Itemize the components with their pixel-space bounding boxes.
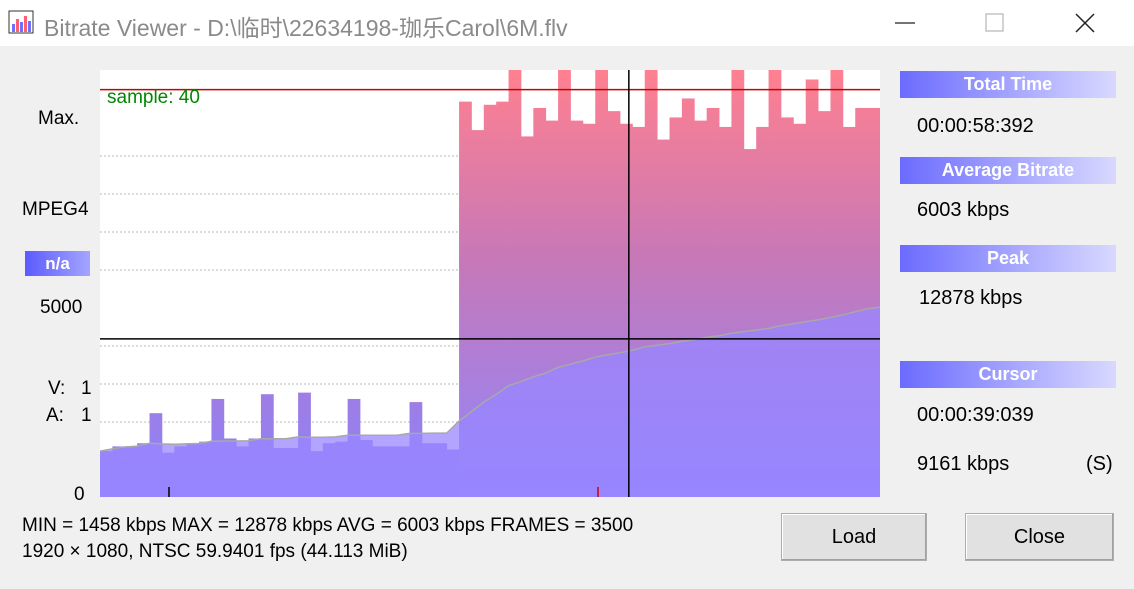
- stats-line-2: 1920 × 1080, NTSC 59.9401 fps (44.113 Mi…: [22, 541, 408, 562]
- a-label: A:: [46, 405, 64, 426]
- peak-value: 12878 kbps: [919, 287, 1023, 309]
- load-button[interactable]: Load: [781, 513, 927, 561]
- window-title: Bitrate Viewer - D:\临时\22634198-珈乐Carol\…: [44, 15, 568, 41]
- average-area: [100, 307, 880, 497]
- zero-label: 0: [74, 484, 85, 505]
- total-time-value: 00:00:58:392: [917, 115, 1034, 137]
- bitrate-chart-svg[interactable]: sample: 40: [99, 70, 881, 498]
- avg-bitrate-value: 6003 kbps: [917, 199, 1010, 221]
- minimize-button[interactable]: [860, 0, 950, 46]
- close-icon: [1075, 13, 1095, 33]
- v-label: V:: [48, 378, 66, 399]
- avg-bitrate-header: Average Bitrate: [900, 157, 1116, 184]
- total-time-header: Total Time: [900, 71, 1116, 98]
- cursor-header: Cursor: [900, 361, 1116, 388]
- stats-line-1: MIN = 1458 kbps MAX = 12878 kbps AVG = 6…: [22, 515, 634, 536]
- cursor-type-value: (S): [1086, 453, 1113, 475]
- cursor-time-value: 00:00:39:039: [917, 404, 1034, 426]
- codec-badge: n/a: [25, 251, 90, 276]
- bitrate-chart[interactable]: sample: 40: [99, 70, 881, 498]
- bitrate-bar: [459, 101, 472, 497]
- ref-value-label: 5000: [40, 297, 83, 318]
- minimize-icon: [895, 22, 915, 24]
- a-value: 1: [81, 405, 92, 426]
- max-label: Max.: [38, 108, 80, 129]
- v-value: 1: [81, 378, 92, 399]
- cursor-bitrate-value: 9161 kbps: [917, 453, 1010, 475]
- title-bar: Bitrate Viewer - D:\临时\22634198-珈乐Carol\…: [0, 0, 1134, 46]
- close-window-button[interactable]: [1040, 0, 1130, 46]
- app-icon: [8, 10, 34, 34]
- codec-label: MPEG4: [22, 199, 89, 220]
- sample-label: sample: 40: [107, 87, 200, 108]
- maximize-button[interactable]: [950, 0, 1040, 46]
- average-line: [99, 306, 881, 452]
- maximize-icon: [985, 13, 1004, 32]
- close-button[interactable]: Close: [965, 513, 1114, 561]
- peak-header: Peak: [900, 245, 1116, 272]
